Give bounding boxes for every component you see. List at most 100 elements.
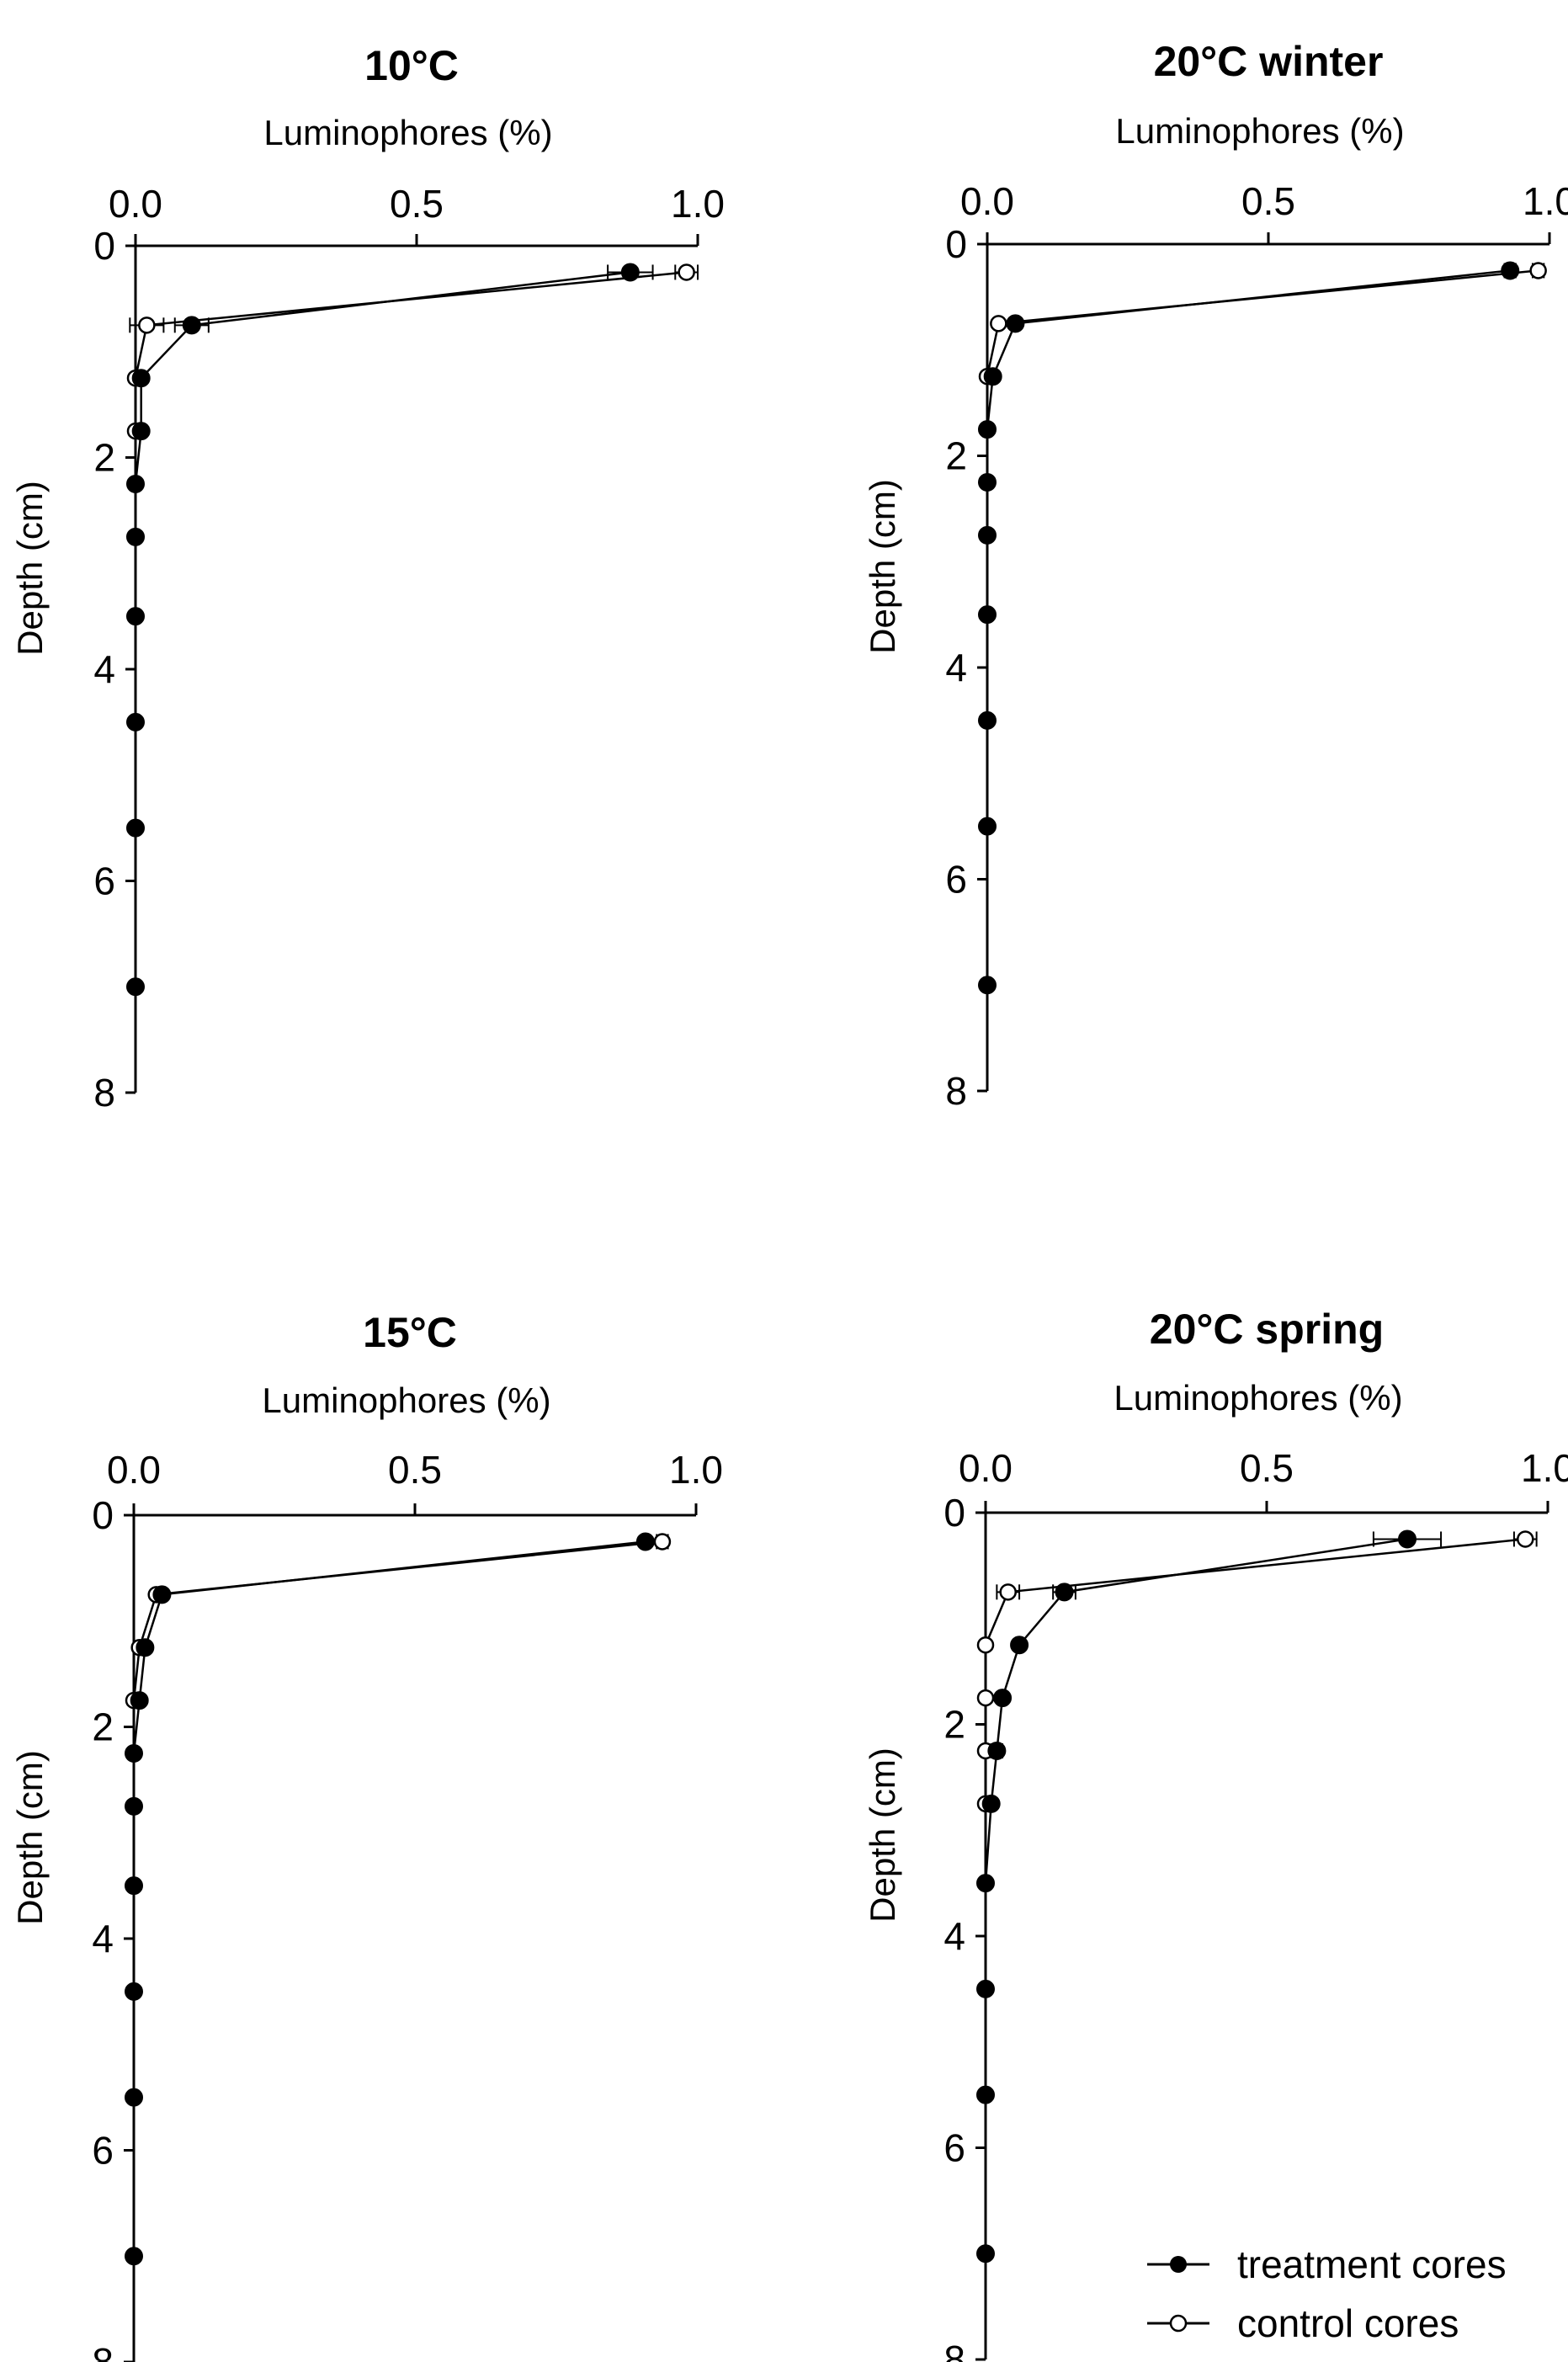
series-line-open-circle — [134, 271, 687, 432]
data-point-control — [990, 315, 1007, 332]
data-point-treatment — [978, 976, 997, 995]
data-point-treatment — [1501, 261, 1520, 280]
x-tick-label: 0.0 — [107, 1448, 161, 1492]
chart-title: 15°C — [363, 1309, 457, 1356]
y-tick-label: 4 — [945, 646, 967, 689]
y-tick-label: 4 — [92, 1917, 114, 1960]
data-point-treatment — [978, 710, 997, 730]
legend-marker-open — [1169, 2314, 1188, 2333]
data-point-treatment — [125, 1982, 143, 2001]
y-tick-label: 0 — [93, 224, 115, 268]
data-point-control — [138, 317, 156, 334]
data-point-treatment — [976, 1979, 995, 1998]
y-tick-label: 8 — [945, 1069, 967, 1113]
x-tick-label: 0.0 — [960, 179, 1014, 223]
x-tick-label: 0.5 — [1240, 1446, 1294, 1490]
legend-marker-filled — [1170, 2256, 1187, 2273]
panel-2: 20°C winter Luminophores (%) Depth (cm) 0.0… — [863, 38, 1568, 1113]
data-point-treatment — [978, 472, 997, 492]
data-point-treatment — [620, 263, 640, 282]
y-tick-label: 2 — [93, 436, 115, 480]
y-axis-label: Depth (cm) — [863, 479, 902, 654]
x-tick-label: 1.0 — [1523, 179, 1568, 223]
x-tick-label: 0.5 — [390, 182, 444, 226]
y-tick-label: 2 — [943, 1703, 965, 1747]
data-point-treatment — [126, 977, 145, 997]
y-tick-label: 0 — [92, 1493, 114, 1537]
legend: treatment cores control cores — [1147, 2242, 1507, 2345]
data-point-control — [653, 1533, 672, 1551]
data-point-treatment — [978, 817, 997, 836]
data-point-treatment — [981, 1794, 1001, 1813]
data-point-control — [1517, 1530, 1534, 1548]
x-tick-label: 0.0 — [959, 1446, 1013, 1490]
series-line-filled-circle — [134, 271, 630, 987]
data-point-treatment — [1398, 1529, 1417, 1549]
data-point-treatment — [126, 712, 145, 731]
panel-1: 10°C Luminophores (%) Depth (cm) 0.0 0.5 1.0 0… — [10, 42, 725, 1115]
data-point-treatment — [978, 605, 997, 625]
panel-4: 20°C spring Luminophores (%) Depth (cm) 0.0… — [863, 1306, 1568, 2362]
series-line-open-circle — [132, 1540, 663, 1701]
data-point-treatment — [125, 1876, 143, 1896]
data-point-treatment — [182, 316, 201, 335]
y-tick-label: 8 — [92, 2340, 114, 2362]
y-tick-label: 6 — [93, 859, 115, 903]
data-point-treatment — [125, 2247, 143, 2266]
x-tick-label: 1.0 — [671, 182, 725, 226]
data-point-treatment — [126, 474, 145, 493]
data-point-treatment — [126, 527, 145, 546]
data-point-treatment — [125, 2088, 143, 2107]
y-tick-label: 0 — [945, 222, 967, 266]
x-tick-label: 0.5 — [1241, 179, 1295, 223]
chart-title: 20°C winter — [1154, 38, 1384, 85]
y-tick-label: 2 — [92, 1705, 114, 1749]
y-tick-label: 4 — [93, 647, 115, 691]
data-point-treatment — [136, 1638, 155, 1657]
data-point-treatment — [125, 1796, 143, 1816]
x-axis-label: Luminophores (%) — [262, 1380, 550, 1420]
data-point-treatment — [976, 1874, 995, 1893]
data-point-treatment — [131, 369, 151, 388]
x-tick-label: 1.0 — [669, 1448, 723, 1492]
data-point-control — [678, 263, 695, 281]
panel-3: 15°C Luminophores (%) Depth (cm) 0.0 0.5 1.0 0… — [10, 1309, 723, 2362]
y-tick-label: 0 — [943, 1491, 965, 1535]
data-point-treatment — [126, 818, 145, 838]
data-point-treatment — [125, 1743, 143, 1763]
y-tick-label: 8 — [93, 1071, 115, 1115]
legend-label: treatment cores — [1237, 2242, 1507, 2286]
y-axis-label: Depth (cm) — [863, 1748, 902, 1923]
data-point-treatment — [130, 1691, 149, 1710]
chart-title: 10°C — [364, 42, 459, 89]
chart-title: 20°C spring — [1150, 1306, 1384, 1353]
series-line-filled-circle — [132, 1540, 646, 2257]
series-line-filled-circle — [986, 269, 1511, 986]
data-point-control — [1529, 262, 1547, 279]
data-point-treatment — [1010, 1636, 1029, 1655]
data-point-treatment — [126, 607, 145, 626]
data-point-treatment — [635, 1532, 655, 1551]
x-tick-label: 1.0 — [1521, 1446, 1568, 1490]
y-tick-label: 4 — [943, 1914, 965, 1958]
series-line-filled-circle — [984, 1538, 1408, 2254]
y-tick-label: 8 — [943, 2338, 965, 2362]
data-point-treatment — [987, 1741, 1007, 1760]
data-point-control — [976, 1689, 995, 1707]
x-axis-label: Luminophores (%) — [1114, 1378, 1402, 1418]
y-tick-label: 6 — [943, 2126, 965, 2170]
data-point-treatment — [978, 525, 997, 545]
y-tick-label: 6 — [92, 2129, 114, 2173]
x-tick-label: 0.0 — [109, 182, 162, 226]
data-point-treatment — [993, 1689, 1013, 1708]
data-point-treatment — [976, 2244, 995, 2264]
data-point-treatment — [1006, 314, 1025, 333]
x-axis-label: Luminophores (%) — [263, 113, 552, 152]
x-axis-label: Luminophores (%) — [1115, 111, 1404, 151]
data-point-treatment — [983, 367, 1002, 386]
data-point-treatment — [152, 1585, 172, 1604]
y-axis-label: Depth (cm) — [10, 1750, 50, 1925]
data-point-treatment — [978, 420, 997, 439]
data-point-control — [999, 1583, 1017, 1601]
